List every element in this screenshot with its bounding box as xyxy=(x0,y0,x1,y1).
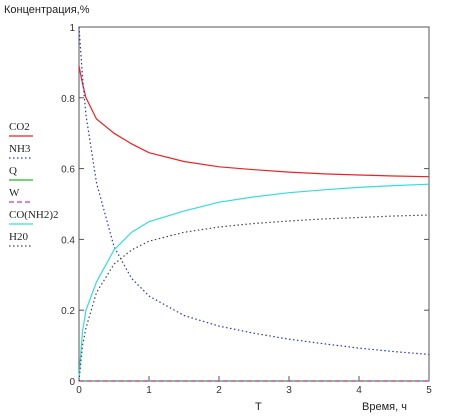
y-tick-label: 0.6 xyxy=(61,165,75,176)
y-tick-label: 0.8 xyxy=(61,94,75,105)
series-line-1 xyxy=(78,26,430,355)
x-tick-label: 3 xyxy=(286,385,292,396)
legend-label: W xyxy=(9,187,20,199)
series-line-4 xyxy=(78,183,430,378)
legend-label: Q xyxy=(9,165,17,177)
legend: CO2 NH3 QW CO(NH2)2 H20 xyxy=(9,121,59,247)
legend-label: CO2 xyxy=(9,121,30,133)
legend-label: H20 xyxy=(9,231,28,243)
x-tick-label: 1 xyxy=(146,385,152,396)
y-tick-label: 1 xyxy=(69,23,75,34)
legend-label: CO(NH2)2 xyxy=(9,209,59,221)
y-axis-label: Концентрация,% xyxy=(4,4,90,16)
tick-labels: 0 1 2 3 4 5 0 0.2 0.4 0.6 0.8 1 xyxy=(61,23,432,396)
x-tick-label: 2 xyxy=(216,385,222,396)
x-tick-label: 0 xyxy=(76,385,82,396)
axes xyxy=(78,26,430,382)
x-variable-label: T xyxy=(255,401,262,413)
y-tick-label: 0 xyxy=(69,377,75,388)
x-tick-label: 5 xyxy=(426,385,432,396)
series-line-5 xyxy=(78,214,430,382)
y-tick-label: 0.4 xyxy=(61,235,75,246)
plot-area xyxy=(78,26,430,382)
plot-frame xyxy=(78,26,430,382)
series-line-0 xyxy=(78,65,430,178)
legend-label: NH3 xyxy=(9,143,31,155)
y-tick-label: 0.2 xyxy=(61,306,75,317)
x-axis-label: Время, ч xyxy=(362,401,407,413)
x-tick-label: 4 xyxy=(356,385,362,396)
